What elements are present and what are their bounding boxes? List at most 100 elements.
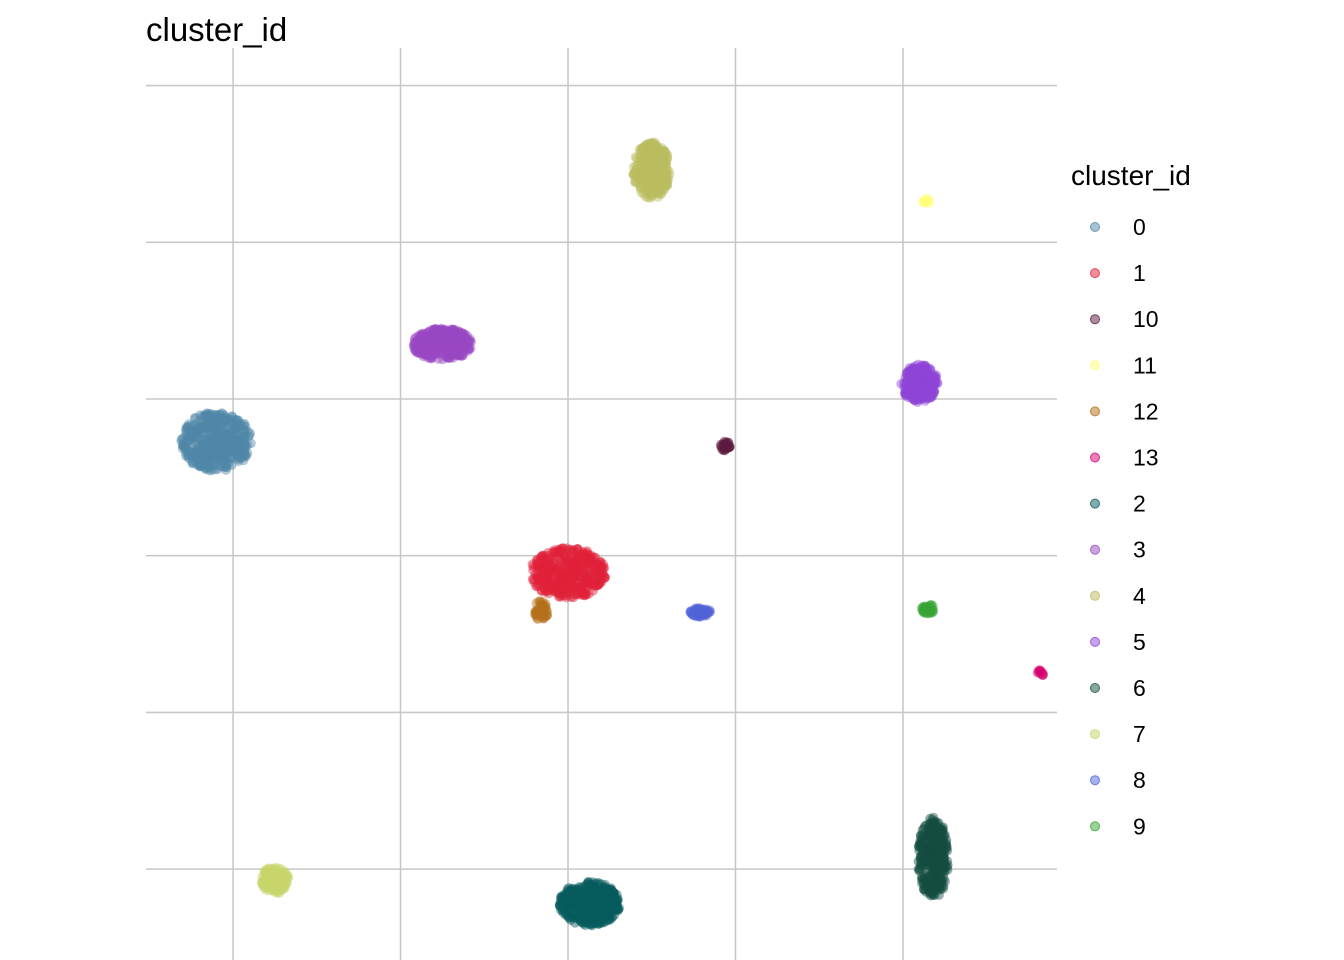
point — [221, 446, 232, 457]
point — [643, 139, 654, 150]
point — [641, 172, 652, 183]
point — [585, 906, 596, 917]
point — [724, 441, 735, 452]
point — [601, 888, 611, 899]
point — [578, 568, 589, 578]
point — [584, 884, 595, 895]
point — [899, 382, 910, 393]
point — [185, 441, 196, 452]
point — [920, 380, 931, 391]
point — [631, 177, 642, 188]
point — [640, 172, 651, 183]
point — [603, 900, 614, 911]
point — [610, 901, 621, 912]
point — [604, 885, 615, 896]
point — [437, 325, 448, 336]
point — [702, 606, 713, 617]
point — [927, 814, 938, 825]
point — [923, 604, 934, 615]
point — [911, 388, 922, 399]
point — [653, 184, 664, 195]
point — [425, 353, 436, 363]
point — [931, 825, 942, 836]
point — [558, 550, 569, 561]
point — [933, 876, 944, 887]
point — [572, 587, 583, 598]
point — [536, 561, 547, 572]
point — [261, 868, 272, 879]
point — [218, 414, 229, 425]
point — [540, 564, 551, 575]
point — [592, 898, 603, 909]
point — [200, 449, 211, 460]
point — [549, 548, 560, 559]
point — [656, 155, 667, 165]
point — [440, 326, 451, 337]
point — [261, 864, 272, 875]
point — [567, 883, 578, 894]
point — [189, 448, 199, 459]
point — [640, 140, 651, 151]
point — [649, 153, 660, 164]
point — [532, 572, 543, 583]
point — [261, 869, 271, 880]
point — [222, 456, 233, 467]
point — [578, 548, 589, 559]
point — [572, 544, 583, 554]
point — [586, 552, 597, 563]
point — [194, 445, 205, 456]
point — [633, 163, 643, 174]
point — [206, 456, 217, 467]
point — [221, 459, 232, 470]
point — [928, 370, 939, 381]
point — [552, 569, 562, 580]
point — [592, 893, 603, 904]
point — [644, 168, 655, 179]
point — [928, 825, 939, 836]
point — [585, 578, 596, 589]
point — [206, 465, 217, 476]
point — [441, 333, 452, 344]
point — [603, 884, 614, 895]
point — [215, 448, 226, 459]
point — [723, 442, 734, 453]
point — [661, 158, 671, 169]
point — [239, 424, 250, 435]
point — [277, 881, 287, 892]
point — [580, 915, 591, 926]
point — [558, 907, 569, 918]
point — [578, 918, 589, 929]
point — [226, 443, 237, 453]
point — [550, 583, 561, 594]
point — [924, 849, 935, 860]
point — [646, 181, 657, 192]
point — [919, 392, 930, 403]
point — [283, 873, 294, 883]
point — [423, 342, 434, 353]
point — [701, 610, 712, 621]
point — [597, 563, 608, 574]
point — [452, 334, 463, 345]
point — [902, 384, 913, 395]
point — [563, 906, 574, 917]
point — [543, 563, 554, 574]
point — [659, 157, 670, 168]
legend-item: 4 — [1090, 583, 1146, 609]
point — [449, 339, 460, 350]
point — [427, 347, 438, 358]
point — [606, 889, 617, 900]
point — [542, 568, 553, 579]
point — [631, 163, 642, 174]
point — [600, 572, 611, 583]
point — [639, 160, 650, 171]
point — [582, 879, 593, 890]
point — [218, 426, 229, 437]
point — [649, 137, 660, 148]
point — [646, 137, 657, 148]
point — [937, 825, 948, 836]
point — [193, 448, 204, 459]
point — [906, 392, 917, 403]
point — [934, 873, 945, 884]
point — [196, 460, 207, 471]
point — [938, 831, 949, 842]
